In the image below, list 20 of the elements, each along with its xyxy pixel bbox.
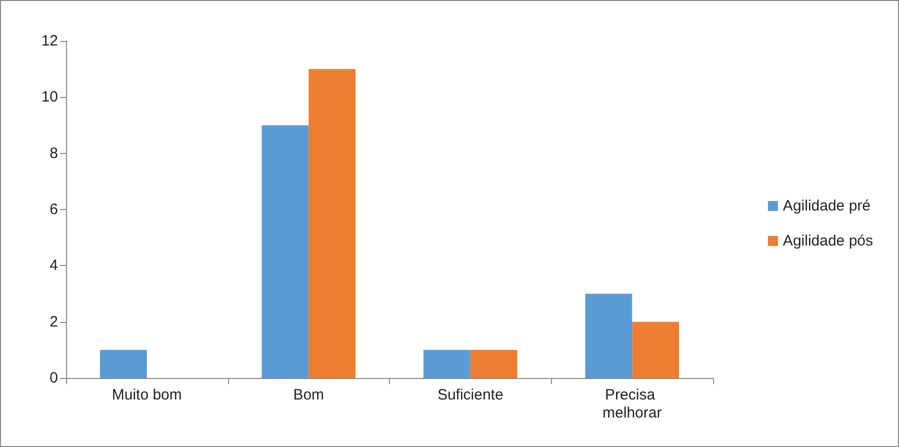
- x-tick-label: Precisa melhorar: [602, 386, 662, 422]
- x-tick-label: Suficiente: [437, 386, 504, 404]
- y-tick-label: 8: [50, 144, 58, 162]
- y-tick-label: 10: [41, 88, 58, 106]
- y-tick-label: 6: [50, 201, 58, 218]
- y-tick-label: 4: [50, 257, 58, 274]
- x-tick-label: Bom: [293, 386, 324, 404]
- x-tick-label: Muito bom: [112, 386, 182, 404]
- bar: [470, 350, 518, 378]
- y-tick-label: 2: [50, 313, 58, 330]
- bar: [423, 350, 470, 378]
- bar: [262, 125, 309, 378]
- y-tick-label: 0: [50, 370, 58, 386]
- bar: [308, 69, 356, 378]
- bar: [100, 350, 147, 378]
- bar: [632, 322, 680, 378]
- legend-label: Agilidade pré: [782, 198, 870, 214]
- y-tick-label: 12: [41, 32, 58, 50]
- bar: [585, 294, 632, 378]
- legend-label: Agilidade pós: [782, 232, 874, 250]
